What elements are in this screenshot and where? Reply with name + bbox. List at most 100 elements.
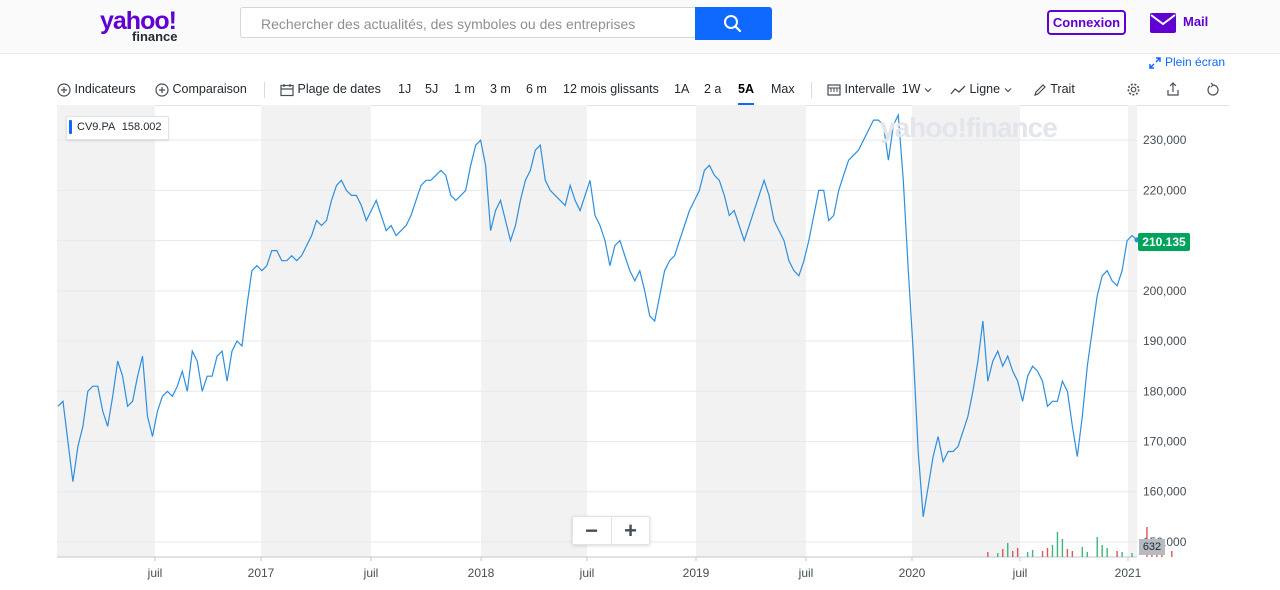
- range-2a[interactable]: 2 a: [704, 82, 722, 96]
- legend-symbol: CV9.PA: [77, 121, 115, 133]
- volume-bar: [1086, 552, 1088, 557]
- volume-bar: [1121, 552, 1123, 557]
- volume-bar: [1096, 537, 1098, 557]
- period-band: [57, 105, 155, 557]
- range-12-mois[interactable]: 12 mois glissants: [563, 82, 659, 96]
- yahoo-finance-logo[interactable]: yahoo! finance: [100, 6, 190, 46]
- reset-button[interactable]: [1206, 79, 1220, 101]
- reset-icon: [1207, 82, 1219, 96]
- plage-label: Plage de dates: [297, 82, 381, 96]
- settings-button[interactable]: [1126, 79, 1141, 101]
- range-1j[interactable]: 1J: [398, 82, 412, 96]
- volume-bar: [1051, 545, 1054, 557]
- x-tick-label: 2020: [899, 566, 926, 580]
- range-5j[interactable]: 5J: [425, 82, 439, 96]
- chevron-down-icon: [924, 87, 932, 93]
- x-tick-label: juil: [579, 566, 595, 580]
- logo-sub-text: finance: [132, 29, 178, 44]
- comparaison-label: Comparaison: [172, 82, 247, 96]
- volume-bar: [1016, 548, 1019, 557]
- connexion-button[interactable]: Connexion: [1047, 10, 1126, 35]
- zoom-controls: − +: [572, 516, 650, 545]
- search-box: [240, 7, 695, 39]
- indicateurs-button[interactable]: Indicateurs: [57, 79, 136, 101]
- chart-toolbar: Indicateurs Comparaison Plage de dates 1…: [57, 79, 1229, 106]
- volume-bar: [1161, 553, 1163, 557]
- y-tick-label: 230,000: [1143, 133, 1187, 147]
- search-button[interactable]: [695, 7, 772, 40]
- volume-bar: [1011, 551, 1014, 557]
- range-3m[interactable]: 3 m: [490, 82, 511, 96]
- price-chart[interactable]: 150,000160,000170,000180,000190,000200,0…: [0, 105, 1280, 590]
- y-tick-label: 190,000: [1143, 334, 1187, 348]
- period-band: [696, 105, 806, 557]
- volume-bar: [1071, 551, 1074, 557]
- plus-circle-icon: [57, 83, 71, 97]
- range-1m[interactable]: 1 m: [454, 82, 475, 96]
- intervalle-value: 1W: [901, 82, 921, 96]
- yahoo-finance-watermark: yahoo!finance: [880, 112, 1058, 143]
- intervalle-dropdown[interactable]: Intervalle 1W: [827, 79, 932, 101]
- search-input[interactable]: [259, 8, 693, 39]
- x-tick-label: 2021: [1115, 566, 1142, 580]
- volume-bar: [997, 553, 999, 557]
- search-icon: [724, 15, 742, 33]
- x-tick-label: juil: [798, 566, 814, 580]
- calendar-icon: [280, 83, 294, 96]
- x-tick-label: juil: [1012, 566, 1028, 580]
- range-5a[interactable]: 5A: [738, 79, 754, 105]
- period-band: [481, 105, 587, 557]
- volume-bar: [987, 552, 989, 557]
- volume-bar: [1061, 539, 1064, 557]
- indicateurs-label: Indicateurs: [74, 82, 136, 96]
- zoom-in-button[interactable]: +: [611, 517, 649, 544]
- header: yahoo! finance Connexion Mail: [0, 0, 1280, 54]
- toolbar-divider: [811, 82, 812, 98]
- symbol-legend[interactable]: CV9.PA 158.002: [66, 116, 169, 140]
- y-tick-label: 160,000: [1143, 485, 1187, 499]
- trait-button[interactable]: Trait: [1033, 79, 1075, 101]
- x-tick-label: 2019: [683, 566, 710, 580]
- fullscreen-label: Plein écran: [1165, 55, 1226, 69]
- pencil-icon: [1034, 83, 1046, 96]
- y-tick-label: 200,000: [1143, 284, 1187, 298]
- current-price-tag: 210.135: [1138, 233, 1190, 251]
- volume-bar: [1046, 548, 1049, 557]
- volume-bar: [1101, 545, 1103, 557]
- ligne-label: Ligne: [969, 82, 1001, 96]
- volume-tag: 632: [1139, 539, 1165, 555]
- plus-circle-icon: [155, 83, 169, 97]
- logo-text: yahoo!: [100, 7, 177, 35]
- expand-icon: [1149, 57, 1161, 69]
- trait-label: Trait: [1050, 82, 1075, 96]
- volume-bar: [1026, 552, 1029, 557]
- line-chart-icon: [950, 85, 966, 95]
- x-tick-label: 2018: [468, 566, 495, 580]
- period-band: [1128, 105, 1137, 557]
- y-tick-label: 220,000: [1143, 183, 1187, 197]
- y-tick-label: 180,000: [1143, 384, 1187, 398]
- volume-bar: [1131, 553, 1133, 557]
- period-band: [261, 105, 371, 557]
- range-1a[interactable]: 1A: [674, 82, 690, 96]
- volume-bar: [1081, 547, 1084, 557]
- range-max[interactable]: Max: [771, 82, 795, 96]
- y-tick-label: 170,000: [1143, 434, 1187, 448]
- volume-bar: [1106, 548, 1108, 557]
- x-tick-label: 2017: [248, 566, 275, 580]
- fullscreen-link[interactable]: Plein écran: [1149, 55, 1225, 69]
- x-tick-label: juil: [147, 566, 163, 580]
- share-button[interactable]: [1166, 79, 1180, 101]
- mail-icon: [1150, 13, 1176, 33]
- plage-de-dates-button[interactable]: Plage de dates: [280, 79, 381, 101]
- share-icon: [1167, 82, 1179, 96]
- comparaison-button[interactable]: Comparaison: [155, 79, 247, 101]
- range-6m[interactable]: 6 m: [526, 82, 547, 96]
- period-band: [912, 105, 1020, 557]
- gear-icon: [1127, 83, 1140, 96]
- volume-bar: [1066, 549, 1069, 557]
- volume-bar: [1056, 532, 1059, 557]
- volume-bar: [1002, 549, 1004, 557]
- ligne-dropdown[interactable]: Ligne: [950, 79, 1012, 101]
- zoom-out-button[interactable]: −: [585, 518, 598, 543]
